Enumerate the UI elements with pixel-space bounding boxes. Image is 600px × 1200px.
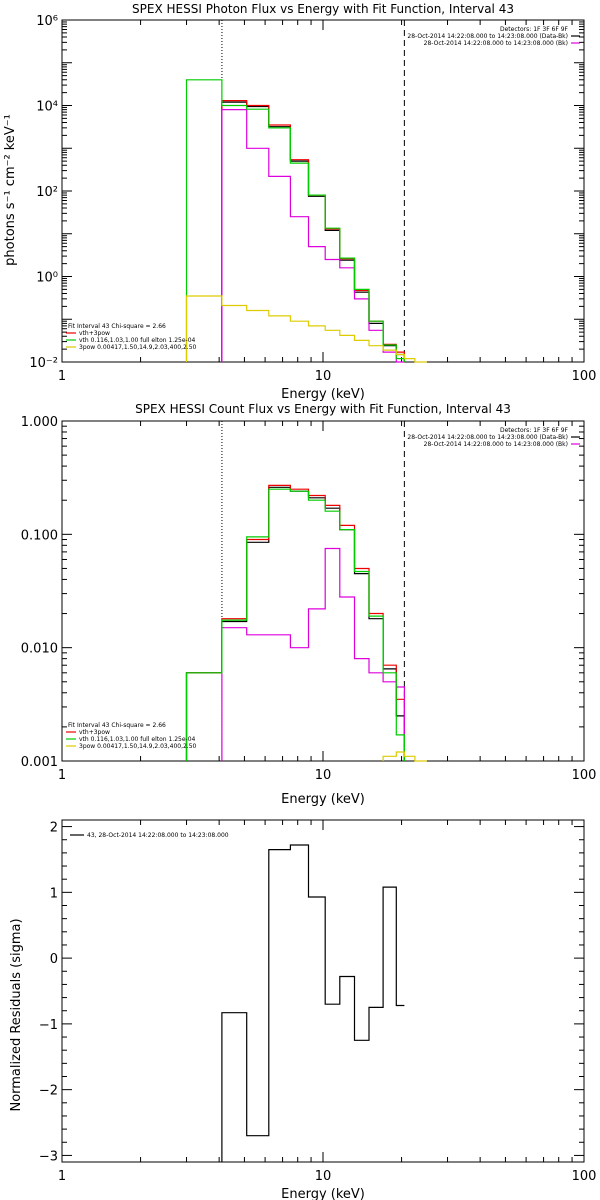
x-tick-label: 10: [315, 1169, 332, 1184]
panel1-title: SPEX HESSI Photon Flux vs Energy with Fi…: [132, 2, 514, 16]
series-bk: [221, 109, 405, 363]
y-tick-label: −3: [39, 1149, 58, 1164]
series-data-bk: [185, 484, 405, 761]
legend-right-item: Detectors: 1F 3F 6F 9F: [500, 26, 569, 33]
plot-frame: [61, 420, 585, 762]
y-tick-label: 0.100: [21, 528, 58, 543]
y-tick-label: 10⁴: [36, 100, 58, 115]
x-tick-label: 10: [315, 768, 332, 783]
plot-frame: [61, 19, 585, 363]
legend-left-item: vth+3pow: [79, 729, 110, 736]
y-tick-label: 10²: [36, 185, 58, 200]
legend-right-item: 28-Oct-2014 14:22:08.000 to 14:23:08.000…: [407, 33, 568, 40]
y-tick-label: −2: [39, 1084, 58, 1099]
series-data-bk: [221, 100, 405, 362]
legend-right-item: 28-Oct-2014 14:22:08.000 to 14:23:08.000…: [407, 434, 568, 441]
y-tick-label: 0.001: [21, 755, 58, 770]
legend-left-item: vth 0.116,1.03,1.00 full elton 1.25e-04: [79, 337, 196, 344]
panel1-xlabel: Energy (keV): [281, 387, 365, 402]
panel2-xlabel: Energy (keV): [281, 792, 365, 807]
legend-left-item: Fit Interval 43 Chi-square = 2.66: [68, 722, 166, 729]
series-bk: [221, 547, 405, 761]
legend-right-item: 28-Oct-2014 14:22:08.000 to 14:23:08.000…: [424, 40, 568, 47]
x-tick-label: 1: [58, 768, 66, 783]
x-tick-label: 100: [572, 369, 597, 384]
x-tick-label: 100: [572, 1169, 597, 1184]
legend-left-item: Fit Interval 43 Chi-square = 2.66: [68, 323, 166, 330]
y-tick-label: 1.000: [21, 415, 58, 430]
panel3-xlabel: Energy (keV): [281, 1187, 365, 1200]
residuals-panel: Energy (keV) Normalized Residuals (sigma…: [9, 819, 597, 1200]
x-tick-label: 1: [58, 1169, 66, 1184]
legend-left-item: 3pow 0.00417,1.50,14.9,2.03,400,2.50: [79, 743, 197, 750]
legend-left-item: vth+3pow: [79, 330, 110, 337]
y-tick-label: −1: [39, 1018, 58, 1033]
series-data-bk: [185, 486, 405, 761]
series-vth-3pow: [185, 79, 405, 362]
y-tick-label: 2: [50, 821, 58, 836]
legend-left-item: vth 0.116,1.03,1.00 full elton 1.25e-04: [79, 736, 196, 743]
panel2-title: SPEX HESSI Count Flux vs Energy with Fit…: [135, 402, 511, 416]
series-43-28-oct-2014-14-22-08-000-to-14-23-08-000: [221, 844, 405, 1162]
panel3-ylabel: Normalized Residuals (sigma): [9, 918, 24, 1111]
legend-left-item: 43, 28-Oct-2014 14:22:08.000 to 14:23:08…: [87, 832, 229, 839]
x-tick-label: 100: [572, 768, 597, 783]
y-tick-label: 10⁶: [36, 14, 58, 29]
series-3pow: [382, 751, 427, 762]
plot-frame: [61, 819, 585, 1163]
x-tick-label: 1: [58, 369, 66, 384]
legend-right-item: Detectors: 1F 3F 6F 9F: [500, 427, 569, 434]
series-3pow: [185, 295, 427, 363]
y-tick-label: 10⁰: [36, 271, 58, 286]
x-tick-label: 10: [315, 369, 332, 384]
series-data-bk: [221, 101, 405, 362]
photon-flux-panel: SPEX HESSI Photon Flux vs Energy with Fi…: [3, 2, 596, 402]
series-vth-3pow: [185, 488, 405, 761]
y-tick-label: 0.010: [21, 642, 58, 657]
panel1-ylabel: photons s⁻¹ cm⁻² keV⁻¹: [3, 114, 18, 266]
legend-left-item: 3pow 0.00417,1.50,14.9,2.03,400,2.50: [79, 344, 197, 351]
legend-right-item: 28-Oct-2014 14:22:08.000 to 14:23:08.000…: [424, 441, 568, 448]
y-tick-label: 10⁻²: [29, 356, 58, 371]
y-tick-label: 0: [50, 952, 58, 967]
y-tick-label: 1: [50, 886, 58, 901]
count-flux-panel: SPEX HESSI Count Flux vs Energy with Fit…: [21, 402, 597, 807]
